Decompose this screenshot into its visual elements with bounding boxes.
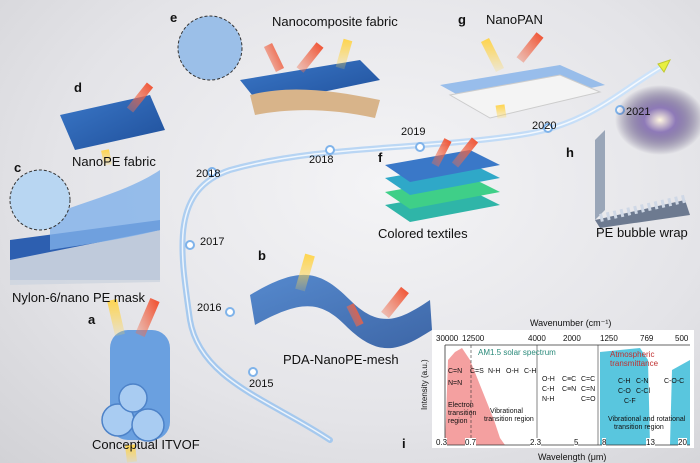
bond-nn: N=N	[448, 380, 463, 387]
bond-mid-1c: C=C	[581, 376, 596, 383]
bottom-tick-3: 5	[574, 438, 579, 447]
year-2017: 2017	[200, 236, 225, 248]
bottom-tick-2: 2.3	[530, 438, 542, 447]
panel-label-a: a	[88, 312, 96, 327]
bond-win-1a: C-H	[618, 378, 631, 385]
bond-mid-2b: C≡N	[562, 386, 577, 393]
item-name-c: Nylon-6/nano PE mask	[12, 290, 145, 305]
bond-win-2b: C-Cl	[636, 388, 650, 395]
item-name-g: NanoPAN	[486, 12, 543, 27]
am15-label: AM1.5 solar spectrum	[478, 348, 556, 357]
item-name-a: Conceptual ITVOF	[92, 437, 200, 452]
panel-label-i: i	[402, 436, 406, 451]
bond-mid-2a: C-H	[542, 386, 555, 393]
atm-window-1	[600, 348, 650, 445]
top-tick-2: 4000	[528, 334, 546, 343]
bond-cn: C=N	[448, 368, 463, 375]
top-tick-0: 30000	[436, 334, 459, 343]
wavelength-axis-label: Wavelength (μm)	[538, 452, 607, 462]
top-tick-5: 769	[640, 334, 654, 343]
atm-window-2	[670, 360, 690, 445]
node-2017	[185, 240, 195, 250]
top-tick-6: 500	[675, 334, 689, 343]
bottom-tick-6: 20	[678, 438, 687, 447]
panel-label-h: h	[566, 145, 574, 160]
year-2020: 2020	[532, 120, 557, 132]
bottom-tick-0: 0.3	[436, 438, 448, 447]
year-2018b: 2018	[309, 154, 334, 166]
bond-far: C-O-C	[664, 378, 685, 385]
atm-label-1: Atmospheric	[610, 350, 655, 359]
nanopan-illustration	[440, 32, 605, 119]
bond-mid-3a: N-H	[542, 396, 555, 403]
electron-region-1: Electron	[448, 402, 474, 409]
bond-mid-1b: C≡C	[562, 376, 577, 383]
bond-mid-3c: C=O	[581, 396, 596, 403]
top-tick-3: 2000	[563, 334, 581, 343]
vibrot-region-2: transition region	[614, 424, 664, 431]
panel-label-e: e	[170, 10, 178, 25]
am15-spectrum	[445, 348, 505, 445]
top-tick-1: 12500	[462, 334, 485, 343]
fiber-bundle-illustration	[101, 298, 170, 463]
nanocomposite-fabric-illustration	[177, 15, 380, 118]
bottom-tick-4: 8	[602, 438, 607, 447]
node-2019	[415, 142, 425, 152]
panel-label-d: d	[74, 80, 82, 95]
node-2018b	[325, 145, 335, 155]
bottom-tick-1: 0.7	[465, 438, 477, 447]
year-2021: 2021	[626, 106, 651, 118]
panel-label-b: b	[258, 248, 266, 263]
year-2015: 2015	[249, 378, 274, 390]
vibrot-region-1: Vibrational and rotational	[608, 416, 686, 423]
colored-textiles-illustration	[385, 137, 500, 222]
intensity-axis-label: Intensity (a.u.)	[420, 359, 429, 410]
electron-region-2: transition	[448, 410, 477, 417]
node-2015	[248, 367, 258, 377]
spectrum-inset	[432, 330, 694, 448]
node-2016	[225, 307, 235, 317]
bond-cs: C=S	[470, 368, 484, 375]
panel-label-f: f	[378, 150, 383, 165]
vib-region-2: transition region	[484, 416, 534, 423]
pda-mesh-illustration	[250, 253, 432, 349]
panel-label-c: c	[14, 160, 22, 175]
atm-label-2: transmittance	[610, 359, 659, 368]
bubble-wrap-illustration	[595, 85, 700, 228]
item-name-f: Colored textiles	[378, 226, 468, 241]
item-name-e: Nanocomposite fabric	[272, 14, 398, 29]
bond-win-2a: C-O	[618, 388, 631, 395]
mask-illustration	[9, 169, 160, 285]
year-2018a: 2018	[196, 168, 221, 180]
bond-oh: O-H	[506, 368, 519, 375]
bond-win-1b: C-N	[636, 378, 649, 385]
bond-nh: N-H	[488, 368, 501, 375]
item-name-h: PE bubble wrap	[596, 225, 688, 240]
arrow-head	[657, 59, 671, 73]
bottom-tick-5: 13	[646, 438, 655, 447]
electron-region-3: region	[448, 418, 468, 425]
item-name-d: NanoPE fabric	[72, 154, 156, 169]
top-tick-4: 1250	[600, 334, 618, 343]
bond-mid-1a: O-H	[542, 376, 555, 383]
year-2016: 2016	[197, 302, 222, 314]
wavenumber-axis-label: Wavenumber (cm⁻¹)	[530, 318, 612, 328]
year-2019: 2019	[401, 126, 426, 138]
vib-region-1: Vibrational	[490, 408, 523, 415]
node-2018a	[207, 167, 217, 177]
panel-label-g: g	[458, 12, 466, 27]
item-name-b: PDA-NanoPE-mesh	[283, 352, 399, 367]
bond-ch: C-H	[524, 368, 537, 375]
nanope-fabric-illustration	[60, 82, 165, 166]
bond-mid-2c: C=N	[581, 386, 596, 393]
bond-win-3: C-F	[624, 398, 636, 405]
node-2020	[543, 123, 553, 133]
